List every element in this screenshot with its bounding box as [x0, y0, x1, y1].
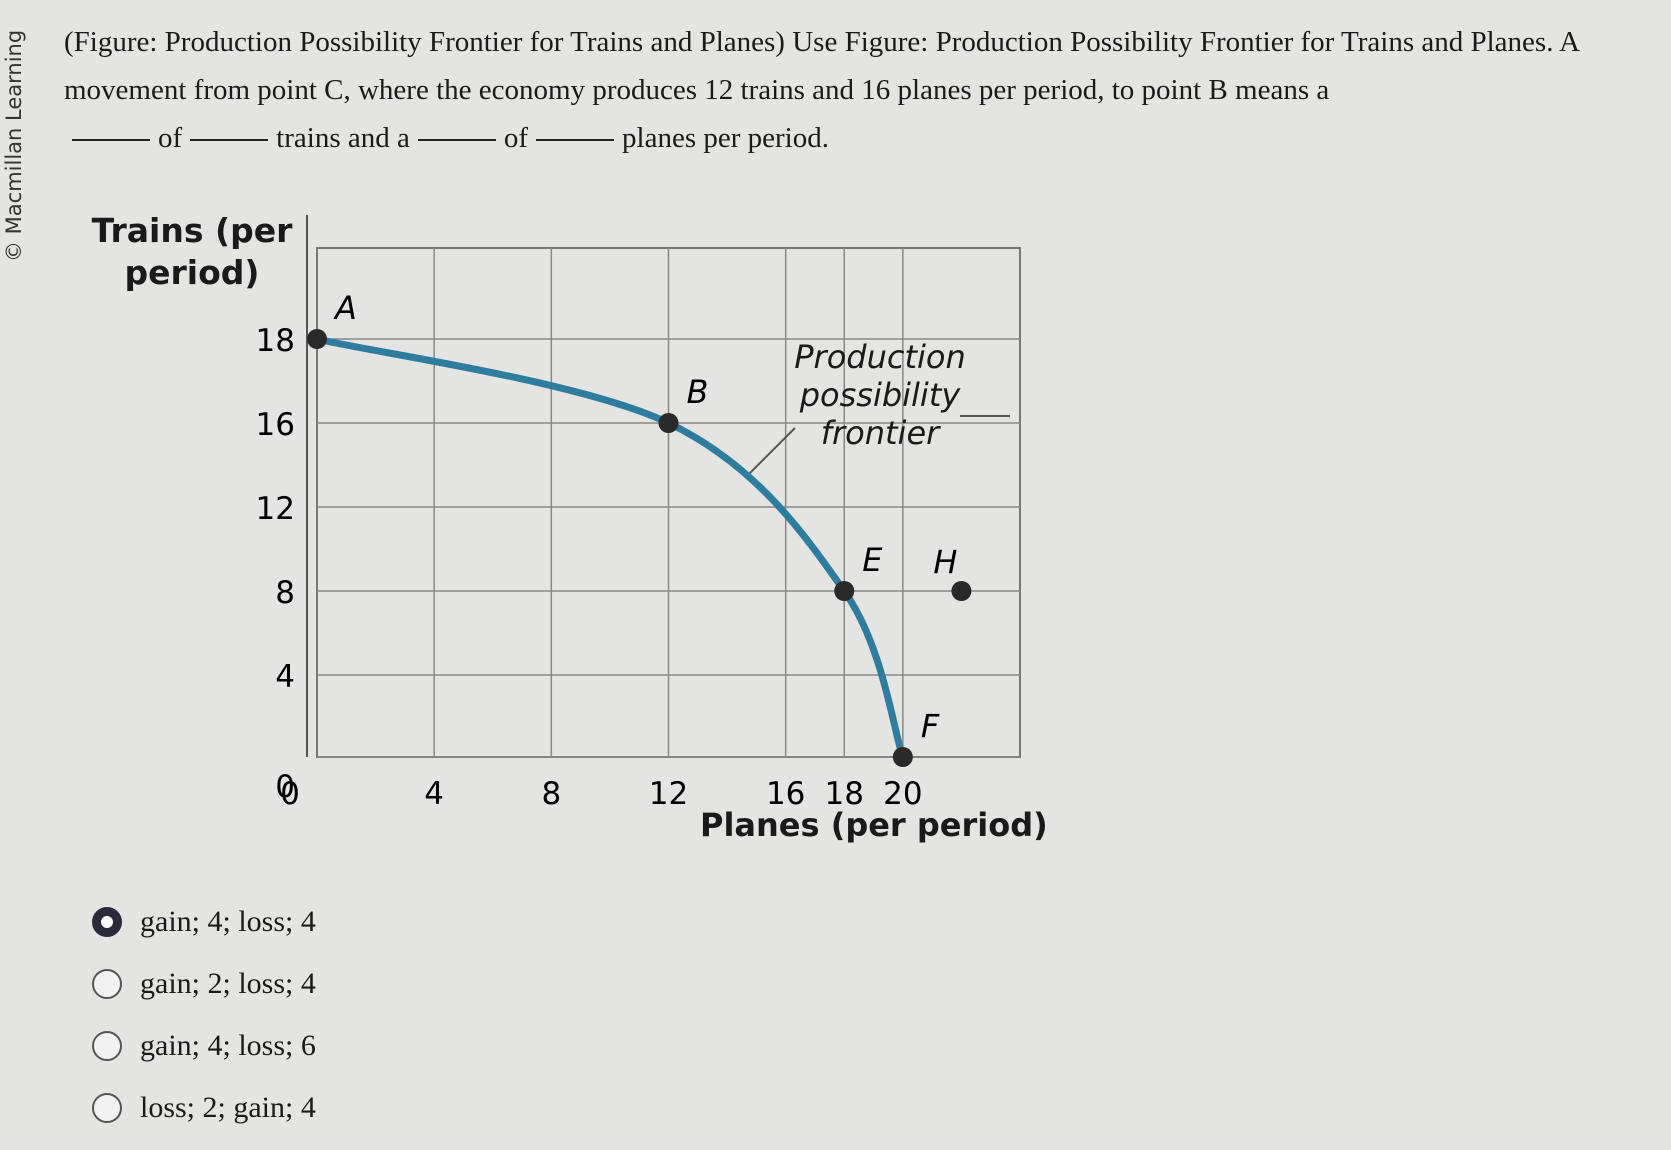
question: (Figure: Production Possibility Frontier… [64, 18, 1664, 162]
point [307, 329, 327, 349]
y-tick-label: 16 [256, 407, 295, 443]
option-text[interactable]: gain; 2; loss; 4 [140, 967, 316, 1000]
point-label: F [921, 707, 940, 745]
y-axis-label: Trains (per period) [91, 211, 293, 292]
x-tick-label: 16 [766, 776, 805, 812]
x-tick-label: 8 [541, 776, 561, 812]
y-tick-label: 4 [275, 659, 295, 695]
x-tick-label: 18 [825, 776, 864, 812]
option-text[interactable]: gain; 4; loss; 6 [140, 1029, 316, 1062]
annotation: Production possibility frontier [794, 338, 966, 452]
point [834, 581, 855, 601]
radio-button[interactable] [92, 1031, 122, 1061]
option[interactable]: gain; 2; loss; 4 [92, 967, 316, 1001]
annotation-leader [744, 427, 796, 479]
question-text: of [503, 122, 529, 154]
point-label: A [333, 289, 357, 327]
question-text: of [158, 122, 183, 154]
y-tick-label: 18 [256, 323, 295, 359]
y-tick-label: 8 [275, 575, 295, 611]
y-tick-label: 0 [275, 769, 295, 805]
radio-button[interactable] [92, 907, 122, 937]
option-text[interactable]: gain; 4; loss; 4 [140, 905, 316, 938]
point [892, 747, 913, 767]
x-tick-label: 0 [280, 776, 300, 812]
radio-button[interactable] [92, 1093, 122, 1123]
question-text: trains and a [276, 122, 410, 154]
x-axis-label: Planes (per period) [700, 806, 1048, 844]
option[interactable]: gain; 4; loss; 4 [92, 905, 316, 939]
frontier-curve [316, 335, 907, 759]
question-text: planes per period. [622, 122, 829, 154]
point [658, 413, 679, 433]
point-label: B [687, 373, 709, 411]
question-text: (Figure: Production Possibility Frontier… [64, 26, 1579, 106]
radio-button[interactable] [92, 969, 122, 999]
option[interactable]: loss; 2; gain; 4 [92, 1091, 316, 1125]
point-label: H [933, 543, 957, 581]
point-label: E [862, 541, 883, 579]
x-tick-label: 12 [649, 776, 688, 812]
point [951, 581, 972, 601]
option-text[interactable]: loss; 2; gain; 4 [140, 1091, 316, 1124]
option[interactable]: gain; 4; loss; 6 [92, 1029, 316, 1063]
x-tick-label: 4 [424, 776, 444, 812]
y-tick-label: 12 [256, 491, 295, 527]
x-tick-label: 20 [883, 776, 922, 812]
